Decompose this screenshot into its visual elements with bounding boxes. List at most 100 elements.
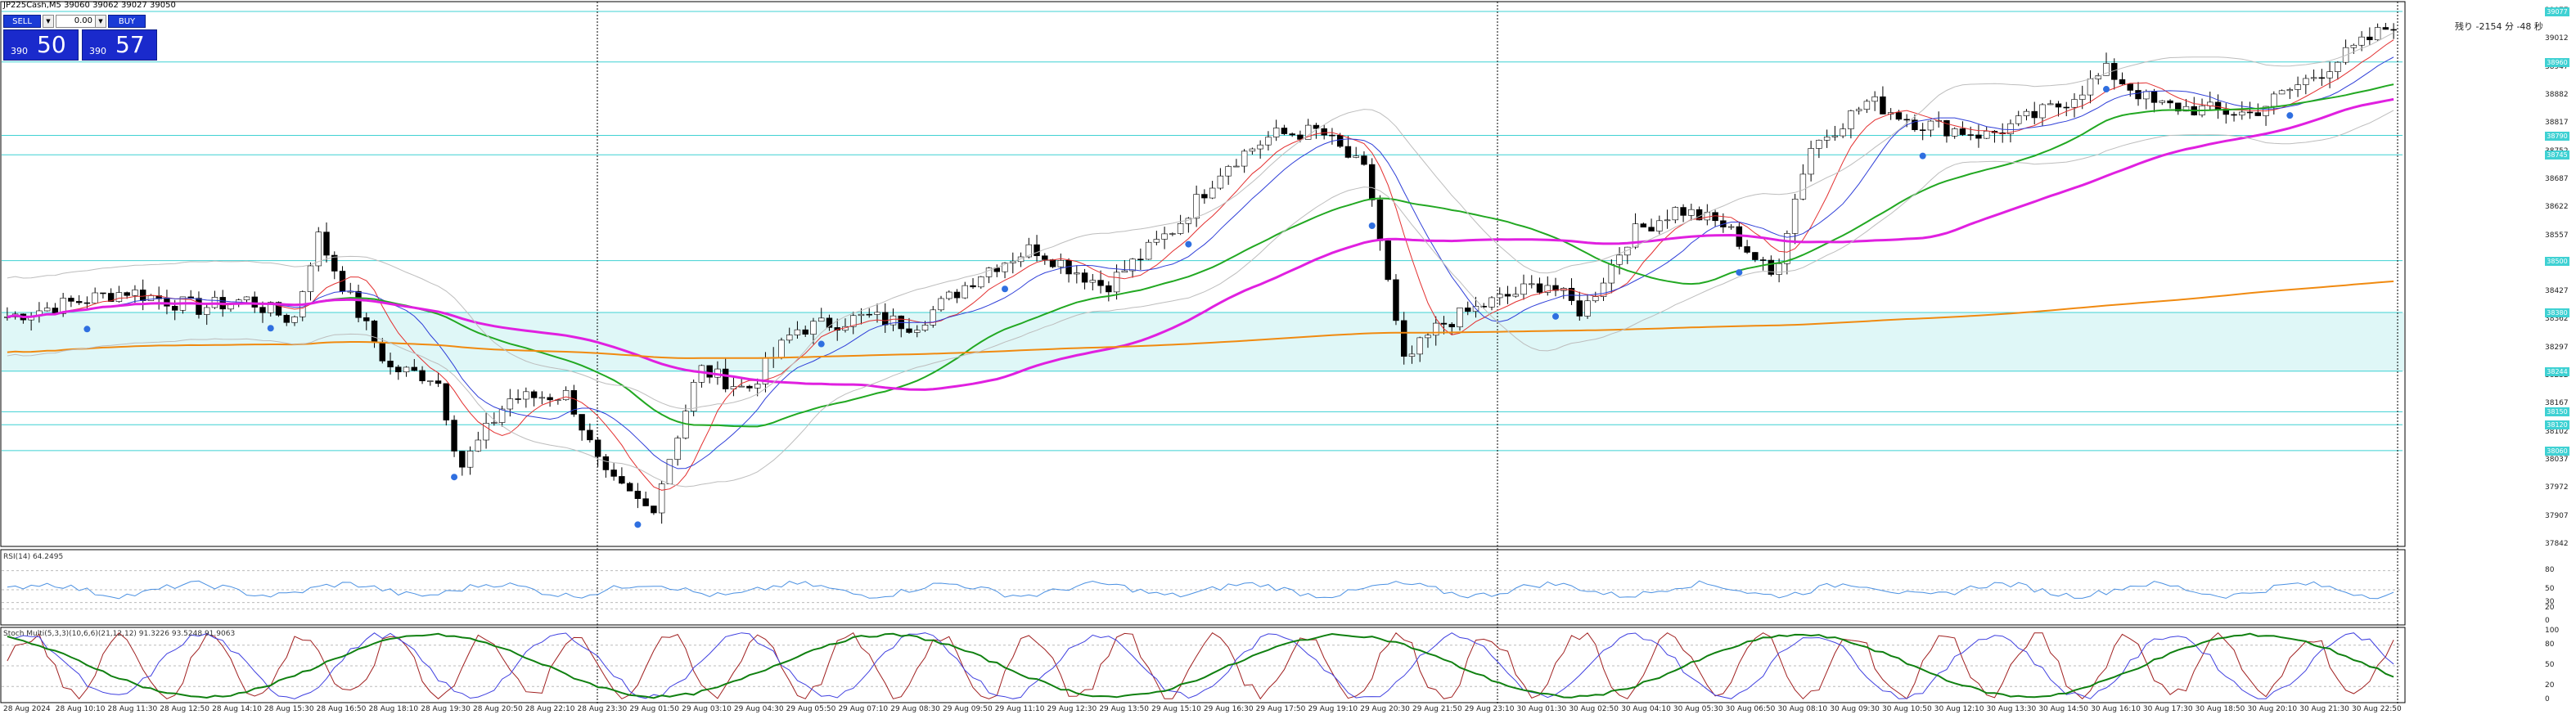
band-upper <box>7 32 2394 410</box>
candle-body <box>1313 124 1320 129</box>
candle-body <box>914 330 921 333</box>
candle-body <box>1121 270 1128 273</box>
candle-body <box>634 491 642 499</box>
sell-price-display[interactable]: 390 50 <box>3 29 79 61</box>
candle-body <box>2023 110 2030 116</box>
candle-body <box>810 321 817 335</box>
swing-low-marker <box>1919 152 1926 160</box>
candle-body <box>882 312 889 326</box>
candle-body <box>1959 128 1966 135</box>
candle-body <box>1400 320 1407 357</box>
candle-body <box>1201 194 1208 199</box>
ma-long-line <box>7 280 2394 359</box>
rsi-axis-label: 20 <box>2545 604 2555 613</box>
candle-body <box>2015 115 2022 124</box>
candle-body <box>1791 198 1799 234</box>
candle-body <box>1217 175 1224 189</box>
swing-low-marker <box>634 521 642 528</box>
candle-body <box>124 292 130 296</box>
price-axis-label: 38297 <box>2545 343 2569 352</box>
time-axis-label: 29 Aug 07:10 <box>838 705 889 713</box>
candle-body <box>1512 294 1519 297</box>
swing-low-marker <box>2286 112 2294 119</box>
lot-decrease-icon[interactable]: ▼ <box>43 15 54 28</box>
candle-body <box>1385 240 1391 281</box>
stoch-medium-line <box>7 632 2394 699</box>
time-axis-label: 28 Aug 16:50 <box>316 705 367 713</box>
candle-body <box>1480 305 1487 308</box>
candle-body <box>642 498 649 506</box>
candle-body <box>2182 106 2190 112</box>
candle-body <box>547 397 553 401</box>
candle-body <box>243 296 250 300</box>
buy-price-display[interactable]: 390 57 <box>82 29 157 61</box>
buy-button[interactable]: BUY <box>108 15 146 28</box>
time-axis-label: 28 Aug 15:30 <box>263 705 314 713</box>
candle-body <box>2031 110 2038 119</box>
candle-body <box>1081 272 1088 283</box>
candle-body <box>1903 119 1910 121</box>
candle-body <box>778 339 785 358</box>
swing-low-marker <box>1736 269 1743 276</box>
candle-body <box>1440 322 1448 325</box>
candle-body <box>1880 96 1886 115</box>
candle-body <box>60 298 66 314</box>
candle-body <box>1049 259 1056 267</box>
price-axis-label: 37907 <box>2545 511 2569 520</box>
level-price-badge: 38244 <box>2545 366 2569 376</box>
candle-body <box>1042 255 1048 260</box>
time-axis-label: 28 Aug 23:30 <box>577 705 628 713</box>
sell-button[interactable]: SELL <box>3 15 41 28</box>
rsi-axis-label: 50 <box>2545 585 2555 593</box>
candle-body <box>2214 101 2222 110</box>
candle-body <box>2063 106 2069 109</box>
time-axis-label: 30 Aug 04:10 <box>1621 705 1671 713</box>
candle-body <box>746 385 753 389</box>
candle-body <box>1608 263 1615 284</box>
lot-increase-icon[interactable]: ▼ <box>95 15 106 28</box>
candle-body <box>1576 300 1583 317</box>
candle-body <box>738 385 745 388</box>
price-axis-label: 37842 <box>2545 540 2569 548</box>
candle-body <box>930 309 936 326</box>
time-axis-label: 29 Aug 16:30 <box>1203 705 1254 713</box>
candle-body <box>2150 91 2158 103</box>
candle-body <box>459 451 466 468</box>
candle-body <box>68 298 74 302</box>
candle-body <box>147 295 155 301</box>
stoch-axis-label: 100 <box>2545 627 2560 635</box>
time-axis-label: 30 Aug 12:10 <box>1934 705 1984 713</box>
ma-medium-line <box>7 56 2394 470</box>
candle-body <box>706 365 713 378</box>
time-axis-label: 30 Aug 14:50 <box>2038 705 2089 713</box>
level-price-badge: 38960 <box>2545 57 2569 67</box>
time-axis-label: 30 Aug 08:10 <box>1777 705 1828 713</box>
candle-body <box>698 365 705 383</box>
candle-body <box>387 361 394 368</box>
stoch-axis-label: 20 <box>2545 681 2555 690</box>
candle-body <box>395 366 402 373</box>
candle-body <box>921 325 929 331</box>
candle-body <box>115 292 123 302</box>
candle-body <box>794 329 801 335</box>
candle-body <box>2286 89 2294 92</box>
candle-body <box>970 285 976 288</box>
candle-body <box>866 313 872 316</box>
time-axis-label: 30 Aug 20:10 <box>2247 705 2298 713</box>
candle-body <box>1808 148 1814 175</box>
candle-body <box>2271 93 2277 107</box>
candle-body <box>1376 200 1384 241</box>
time-axis-label: 30 Aug 13:30 <box>1986 705 2037 713</box>
candle-body <box>858 313 865 317</box>
price-axis-label: 38167 <box>2545 399 2569 408</box>
candle-body <box>570 390 578 415</box>
buy-price-prefix: 390 <box>89 46 106 56</box>
candle-body <box>1672 207 1679 221</box>
candle-body <box>75 301 83 303</box>
candle-body <box>323 231 330 256</box>
candle-body <box>594 439 601 457</box>
candle-body <box>411 366 418 371</box>
time-axis-label: 29 Aug 04:30 <box>733 705 784 713</box>
candle-body <box>2310 77 2317 79</box>
price-axis-label: 39012 <box>2545 34 2569 43</box>
